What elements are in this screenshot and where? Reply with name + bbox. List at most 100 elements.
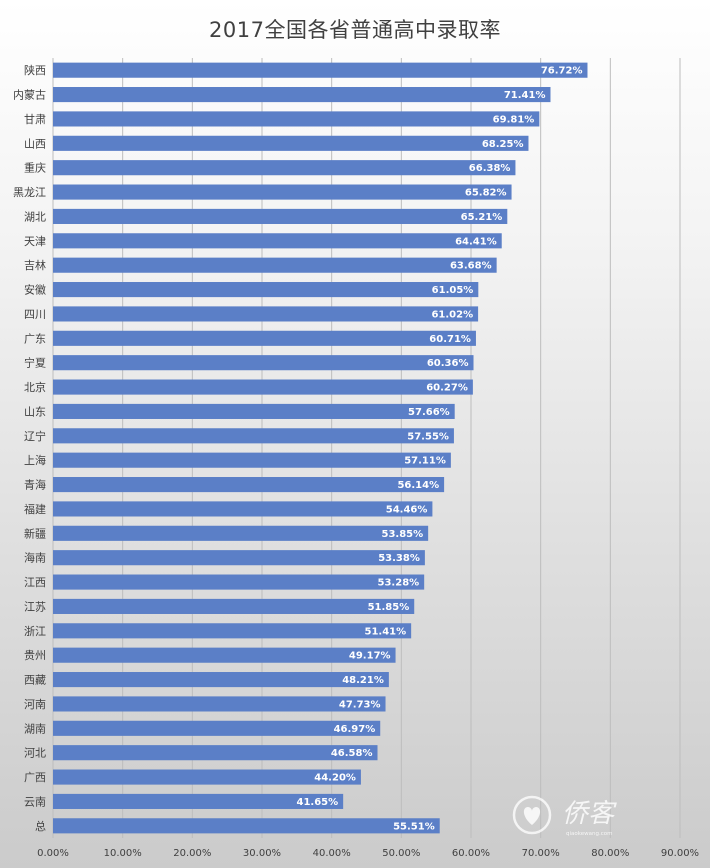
chart-title: 2017全国各省普通高中录取率 [209,18,501,42]
data-label: 54.46% [386,504,428,515]
data-label: 48.21% [342,675,384,686]
bar [53,160,516,176]
category-label: 河北 [24,747,46,760]
data-label: 64.41% [455,236,497,247]
x-tick-label: 60.00% [452,848,490,859]
x-tick-label: 40.00% [313,848,351,859]
heart-logo-icon [512,795,552,835]
category-label: 陕西 [24,63,46,77]
data-label: 53.85% [381,529,423,540]
data-label: 57.66% [408,407,450,418]
bar [53,720,381,736]
data-label: 49.17% [349,651,391,662]
bar [53,111,540,127]
bar [53,62,588,78]
data-label: 71.41% [504,90,546,101]
category-label: 安徽 [24,283,46,297]
category-label: 四川 [24,308,46,321]
category-label: 天津 [24,235,46,248]
bar [53,525,429,541]
x-tick-label: 80.00% [591,848,629,859]
category-label: 黑龙江 [13,186,46,199]
bar [53,282,479,298]
category-label: 宁夏 [24,356,46,370]
bar [53,379,473,395]
x-axis-ticks: 0.00% 10.00% 20.00% 30.00% 40.00% 50.00% 60.00… [37,848,699,859]
bar [53,452,451,468]
bar [53,696,386,712]
bar [53,257,497,273]
category-labels: 陕西内蒙古甘肃山西重庆黑龙江湖北天津吉林安徽四川广东宁夏北京山东辽宁上海青海福建… [13,63,46,833]
bar [53,598,415,614]
data-label: 41.65% [297,797,339,808]
category-label: 云南 [24,795,46,808]
category-label: 上海 [24,453,46,467]
category-label: 湖北 [24,210,46,223]
category-label: 山东 [24,405,46,418]
bar [53,818,440,834]
category-label: 北京 [24,380,46,394]
category-label: 新疆 [24,526,46,540]
data-label: 61.02% [431,309,473,320]
data-label: 69.81% [493,114,535,125]
category-label: 总 [35,819,46,833]
data-label: 65.82% [465,188,507,199]
data-label: 63.68% [450,261,492,272]
bar [53,672,389,688]
data-label: 47.73% [339,699,381,710]
bar [53,355,474,371]
x-tick-label: 30.00% [243,848,281,859]
category-label: 海南 [24,551,46,565]
bar [53,184,512,200]
x-tick-label: 20.00% [173,848,211,859]
data-label: 66.38% [469,163,511,174]
data-label: 60.71% [429,334,471,345]
category-label: 河南 [24,698,46,711]
category-label: 山西 [24,137,46,150]
category-label: 内蒙古 [13,88,46,102]
data-label: 65.21% [461,212,503,223]
category-label: 重庆 [24,161,46,175]
data-label: 51.85% [368,602,410,613]
category-label: 江苏 [24,600,46,613]
x-tick-label: 70.00% [522,848,560,859]
bar [53,135,529,151]
data-label: 60.36% [427,358,469,369]
bar [53,330,476,346]
category-label: 广西 [24,771,46,784]
category-label: 广东 [24,332,46,345]
bar [53,623,412,639]
x-tick-label: 0.00% [37,848,69,859]
bar [53,208,508,224]
bar [53,403,455,419]
category-label: 辽宁 [24,429,46,443]
data-label: 46.58% [331,748,373,759]
bar [53,501,433,517]
x-tick-label: 50.00% [382,848,420,859]
bar [53,233,502,249]
bar [53,647,396,663]
bar [53,87,551,103]
bar [53,306,479,322]
bar [53,428,454,444]
data-label: 76.72% [541,66,583,77]
data-label: 53.28% [378,578,420,589]
data-label: 56.14% [397,480,439,491]
category-label: 江西 [24,576,46,589]
data-label: 68.25% [482,139,524,150]
category-label: 福建 [24,502,46,516]
bars [53,62,588,834]
data-label: 61.05% [432,285,474,296]
category-label: 西藏 [24,674,46,687]
data-label: 57.55% [407,431,449,442]
bar [53,477,445,493]
data-labels: 76.72% 71.41% 69.81% 68.25% 66.38% 65.82% 65.2… [297,66,583,833]
category-label: 浙江 [24,625,46,638]
data-label: 55.51% [393,821,435,832]
category-label: 贵州 [24,649,46,662]
bar [53,574,425,590]
data-label: 44.20% [314,773,356,784]
category-label: 甘肃 [24,113,46,126]
